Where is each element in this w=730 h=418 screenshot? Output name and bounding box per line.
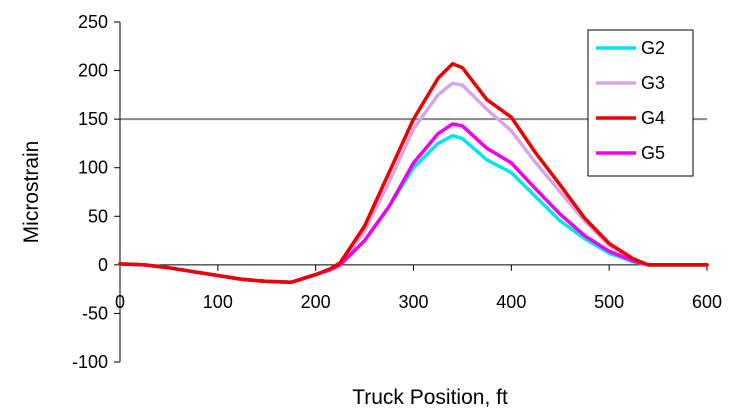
legend-label-g2: G2 (641, 38, 665, 58)
legend-items: G2 G3 G4 G5 (596, 38, 665, 163)
x-ticks: 0 100 200 300 400 500 600 (115, 264, 722, 312)
y-tick-label: 250 (78, 12, 108, 32)
x-axis-title: Truck Position, ft (352, 386, 508, 409)
legend: G2 G3 G4 G5 (587, 29, 694, 177)
legend-label-g5: G5 (641, 143, 665, 163)
legend-label-g3: G3 (641, 73, 665, 93)
y-tick-label: -50 (82, 303, 108, 323)
y-tick-label: -100 (72, 352, 108, 372)
x-tick-label: 100 (203, 292, 233, 312)
y-tick-label: 100 (78, 158, 108, 178)
x-tick-label: 200 (301, 292, 331, 312)
x-tick-label: 300 (398, 292, 428, 312)
legend-label-g4: G4 (641, 108, 665, 128)
series-line-g4 (118, 62, 709, 285)
y-tick-label: 0 (98, 255, 108, 275)
x-tick-label: 600 (692, 292, 722, 312)
x-tick-label: 400 (496, 292, 526, 312)
x-tick-label: 0 (115, 292, 125, 312)
series-layer (118, 62, 709, 285)
y-tick-label: 50 (88, 206, 108, 226)
y-tick-label: 200 (78, 61, 108, 81)
x-tick-label: 500 (594, 292, 624, 312)
y-tick-label: 150 (78, 109, 108, 129)
y-ticks: 250 200 150 100 50 0 -50 -100 (72, 12, 120, 372)
y-axis-title: Microstrain (20, 141, 43, 244)
